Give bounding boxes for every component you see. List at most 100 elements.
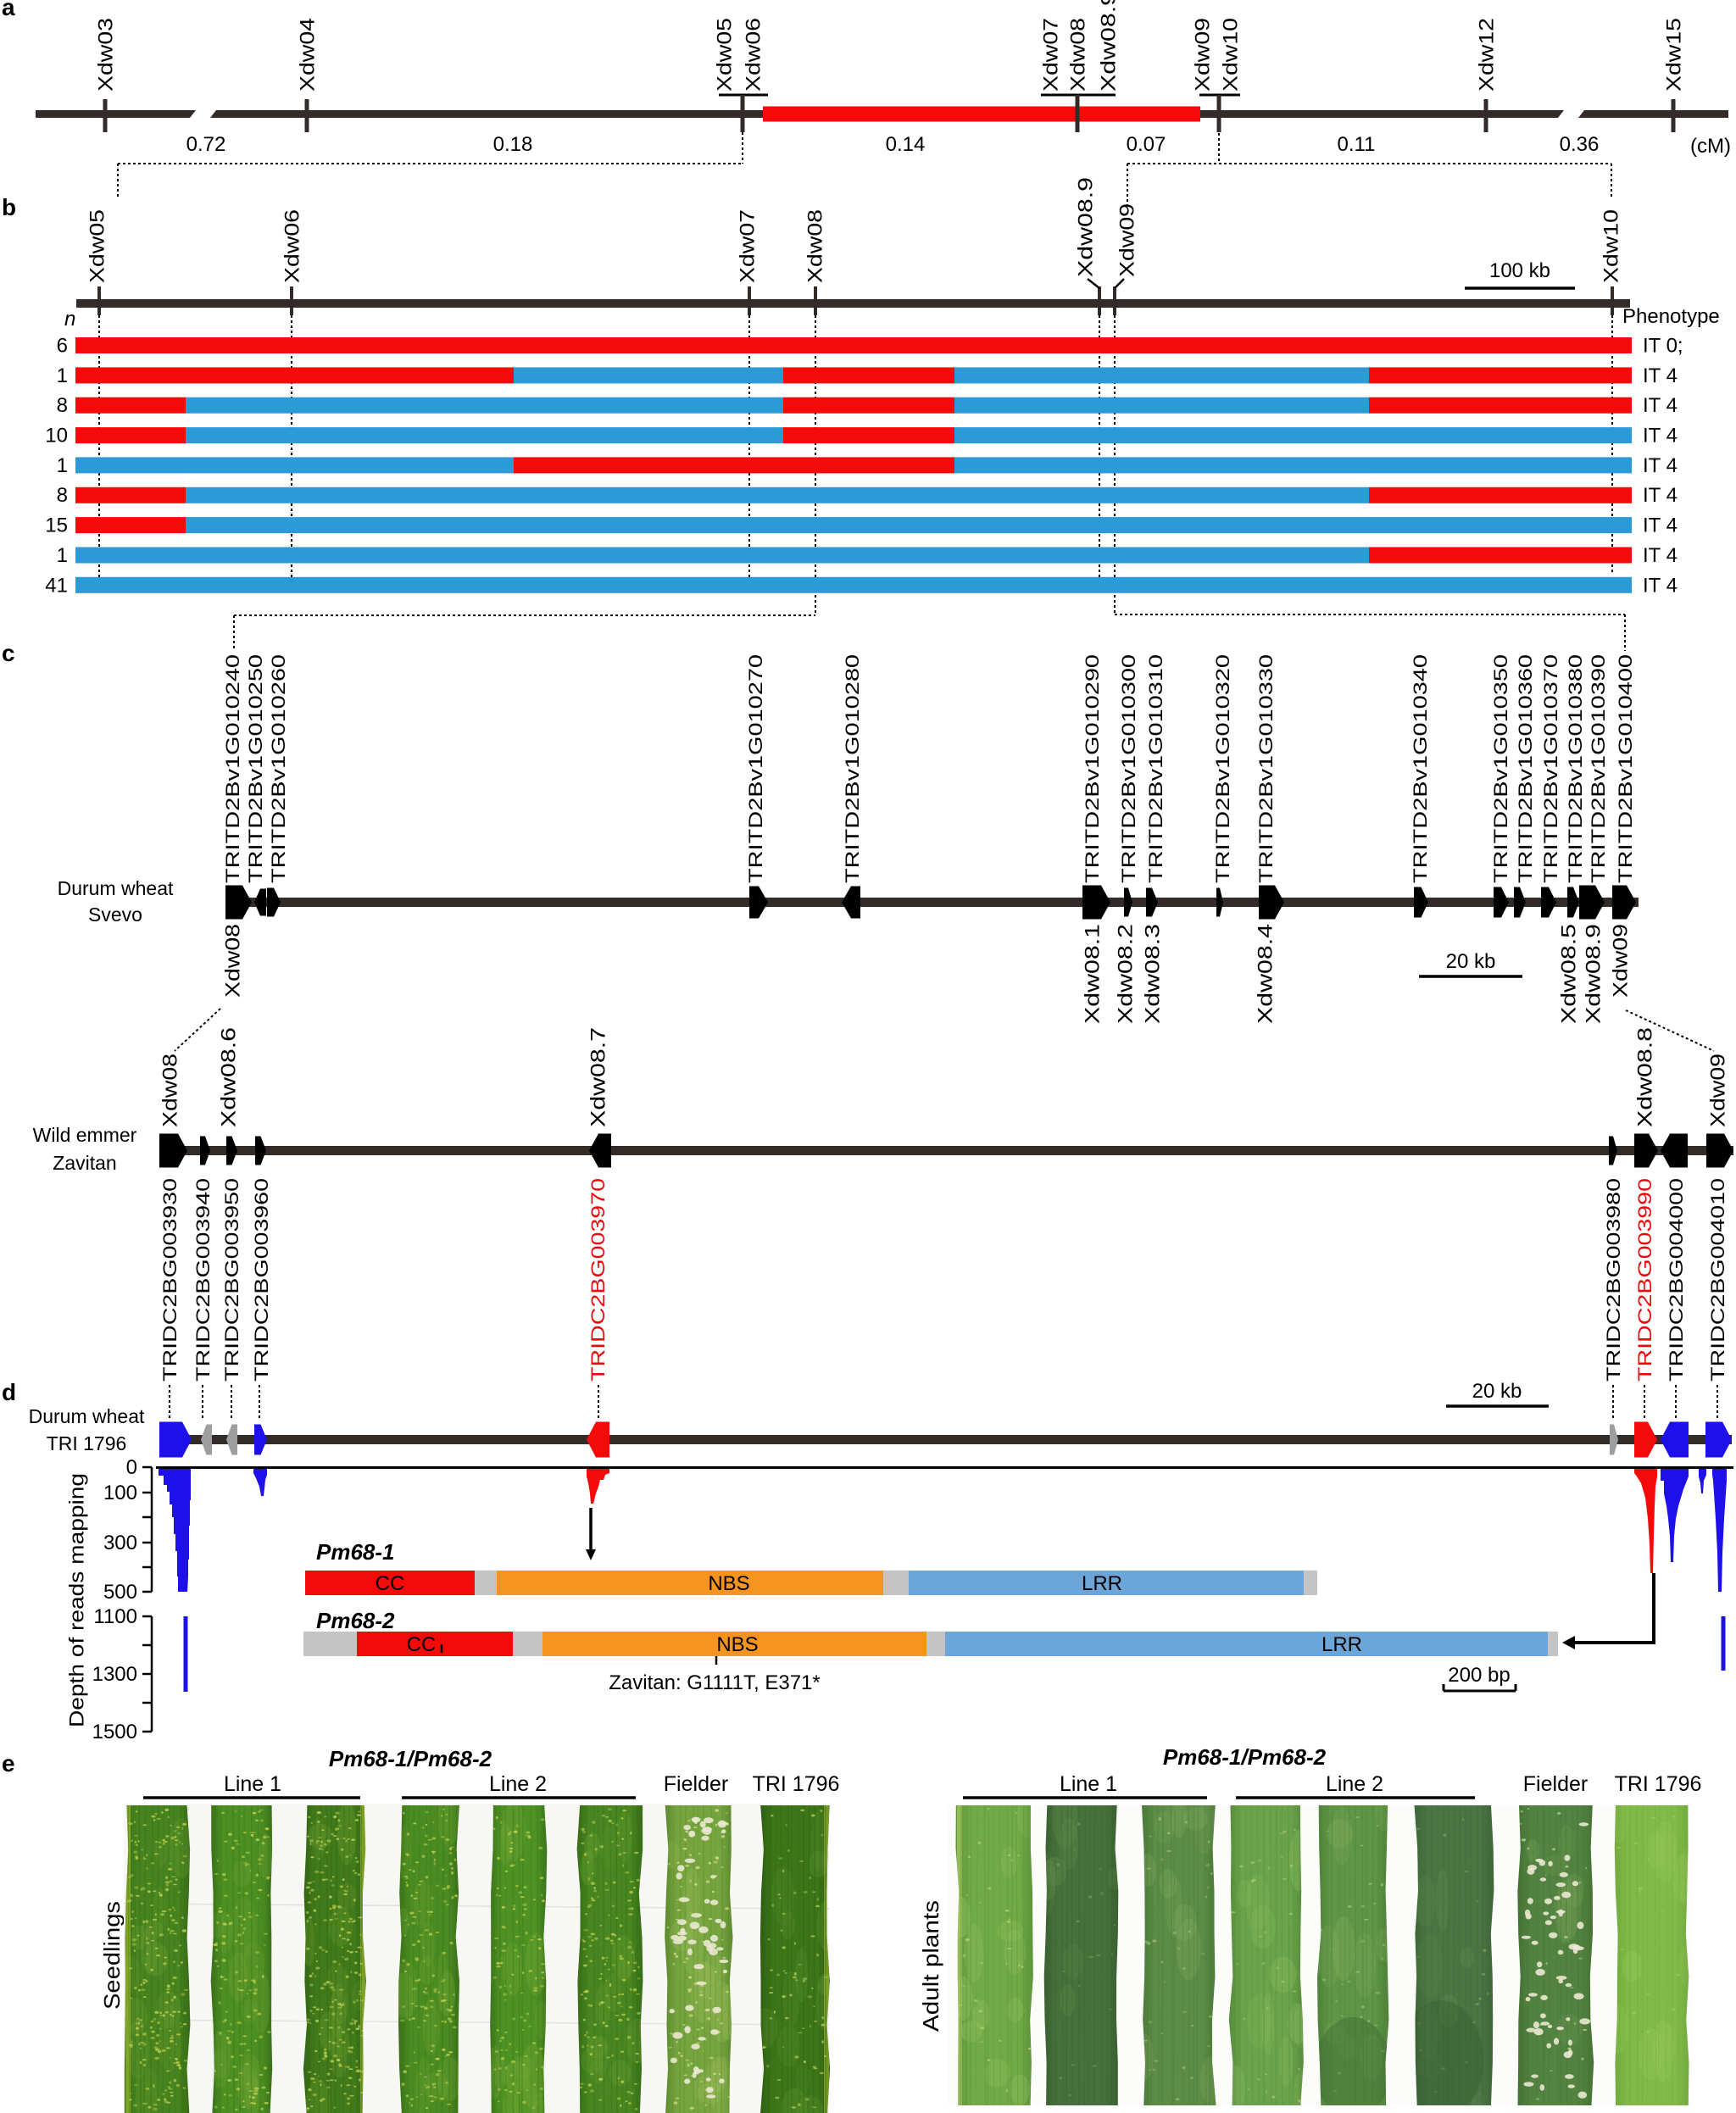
svg-text:Xdw07: Xdw07 [1040,18,1063,92]
svg-text:d: d [2,1379,16,1405]
svg-text:IT 4: IT 4 [1643,394,1678,417]
svg-text:n: n [64,308,75,331]
svg-text:Pm68-1/Pm68-2: Pm68-1/Pm68-2 [329,1746,492,1771]
svg-text:TRIDC2BG003930: TRIDC2BG003930 [159,1178,181,1382]
svg-text:TRITD2Bv1G010390: TRITD2Bv1G010390 [1588,654,1609,883]
svg-text:10: 10 [45,425,68,448]
svg-text:TRITD2Bv1G010350: TRITD2Bv1G010350 [1490,654,1511,883]
svg-text:Line 2: Line 2 [489,1772,547,1796]
svg-text:Line 1: Line 1 [1060,1772,1117,1796]
svg-text:c: c [2,640,15,666]
svg-text:1100: 1100 [93,1605,137,1628]
svg-text:Xdw03: Xdw03 [95,18,118,92]
svg-text:LRR: LRR [1321,1633,1362,1656]
svg-text:NBS: NBS [708,1572,749,1595]
svg-text:200 bp: 200 bp [1448,1664,1510,1687]
svg-text:Xdw06: Xdw06 [743,18,765,92]
svg-text:TRITD2Bv1G010240: TRITD2Bv1G010240 [222,654,243,883]
svg-text:TRIDC2BG004010: TRIDC2BG004010 [1707,1178,1728,1382]
svg-text:1: 1 [57,544,68,567]
svg-text:IT 4: IT 4 [1643,484,1678,507]
svg-text:IT 4: IT 4 [1643,454,1678,477]
svg-text:1300: 1300 [92,1663,137,1686]
svg-text:TRIDC2BG004000: TRIDC2BG004000 [1666,1178,1687,1382]
svg-text:NBS: NBS [716,1633,758,1656]
svg-text:Xdw09: Xdw09 [1610,924,1633,998]
svg-text:Xdw08.3: Xdw08.3 [1142,924,1165,1024]
svg-text:Seedlings: Seedlings [99,1901,125,2010]
svg-text:1500: 1500 [92,1721,137,1743]
svg-text:TRITD2Bv1G010340: TRITD2Bv1G010340 [1410,654,1431,883]
svg-text:TRITD2Bv1G010400: TRITD2Bv1G010400 [1615,654,1636,883]
svg-text:Line 1: Line 1 [224,1772,281,1796]
svg-text:Xdw08.9: Xdw08.9 [1583,924,1605,1024]
svg-text:Phenotype: Phenotype [1622,305,1720,328]
svg-text:15: 15 [45,514,68,537]
svg-text:a: a [2,0,15,20]
svg-text:Xdw08: Xdw08 [222,924,245,998]
svg-text:20 kb: 20 kb [1472,1380,1522,1403]
svg-text:Line 2: Line 2 [1326,1772,1383,1796]
svg-text:0.18: 0.18 [493,133,533,156]
svg-text:IT 0;: IT 0; [1643,335,1683,358]
svg-text:Xdw10: Xdw10 [1600,209,1623,283]
svg-text:Xdw08.8: Xdw08.8 [1634,1027,1657,1127]
svg-text:20 kb: 20 kb [1446,950,1496,973]
svg-text:LRR: LRR [1082,1572,1122,1595]
svg-text:Xdw06: Xdw06 [281,209,304,283]
svg-text:Pm68-1/Pm68-2: Pm68-1/Pm68-2 [1163,1744,1327,1770]
svg-text:0.07: 0.07 [1127,133,1166,156]
svg-text:TRIDC2BG003960: TRIDC2BG003960 [251,1178,272,1382]
svg-text:0.36: 0.36 [1560,133,1600,156]
svg-text:TRITD2Bv1G010290: TRITD2Bv1G010290 [1082,654,1103,883]
svg-text:TRITD2Bv1G010360: TRITD2Bv1G010360 [1515,654,1536,883]
svg-text:Svevo: Svevo [88,904,142,926]
svg-text:IT 4: IT 4 [1643,425,1678,448]
svg-text:500: 500 [103,1581,137,1604]
svg-text:Adult plants: Adult plants [918,1900,943,2032]
svg-text:TRIDC2BG003980: TRIDC2BG003980 [1603,1178,1624,1382]
svg-text:Xdw08: Xdw08 [804,209,827,283]
svg-text:TRITD2Bv1G010370: TRITD2Bv1G010370 [1540,654,1561,883]
svg-text:100 kb: 100 kb [1489,259,1550,282]
svg-text:TRIDC2BG003990: TRIDC2BG003990 [1634,1178,1655,1382]
svg-text:0.72: 0.72 [186,133,226,156]
svg-text:300: 300 [103,1532,137,1554]
svg-text:e: e [2,1750,15,1777]
svg-text:Xdw10: Xdw10 [1220,18,1243,92]
svg-text:Fielder: Fielder [664,1772,728,1796]
svg-text:TRI 1796: TRI 1796 [753,1772,840,1796]
svg-text:8: 8 [57,484,68,507]
svg-text:TRITD2Bv1G010260: TRITD2Bv1G010260 [268,654,289,883]
svg-text:6: 6 [57,335,68,358]
svg-text:TRI 1796: TRI 1796 [1615,1772,1702,1796]
svg-text:TRITD2Bv1G010330: TRITD2Bv1G010330 [1255,654,1277,883]
svg-text:Xdw15: Xdw15 [1663,18,1686,92]
svg-text:TRIDC2BG003940: TRIDC2BG003940 [192,1178,214,1382]
svg-text:Xdw08.6: Xdw08.6 [218,1027,241,1127]
svg-text:Xdw08: Xdw08 [159,1054,182,1127]
svg-text:IT 4: IT 4 [1643,514,1678,537]
svg-text:Zavitan: Zavitan [53,1152,116,1174]
svg-text:Xdw08.9: Xdw08.9 [1075,177,1098,277]
svg-text:IT 4: IT 4 [1643,544,1678,567]
svg-text:IT 4: IT 4 [1643,574,1678,597]
svg-text:Zavitan: G1111T, E371*: Zavitan: G1111T, E371* [609,1671,820,1694]
svg-text:IT 4: IT 4 [1643,364,1678,387]
svg-text:Xdw09: Xdw09 [1192,18,1215,92]
svg-text:TRITD2Bv1G010280: TRITD2Bv1G010280 [842,654,863,883]
svg-text:Xdw08.1: Xdw08.1 [1082,924,1104,1024]
svg-text:Fielder: Fielder [1523,1772,1588,1796]
svg-text:Xdw08.7: Xdw08.7 [587,1027,610,1127]
svg-text:Xdw05: Xdw05 [86,209,109,283]
svg-text:TRI 1796: TRI 1796 [47,1432,127,1454]
svg-text:TRITD2Bv1G010310: TRITD2Bv1G010310 [1145,654,1166,883]
svg-text:TRIDC2BG003970: TRIDC2BG003970 [587,1178,609,1382]
svg-text:Xdw08.2: Xdw08.2 [1115,924,1138,1024]
svg-text:Xdw09: Xdw09 [1707,1054,1730,1127]
svg-text:8: 8 [57,394,68,417]
svg-text:0: 0 [126,1456,137,1479]
svg-text:TRIDC2BG003950: TRIDC2BG003950 [221,1178,242,1382]
svg-text:Xdw12: Xdw12 [1476,18,1499,92]
svg-text:Xdw09: Xdw09 [1116,203,1139,277]
